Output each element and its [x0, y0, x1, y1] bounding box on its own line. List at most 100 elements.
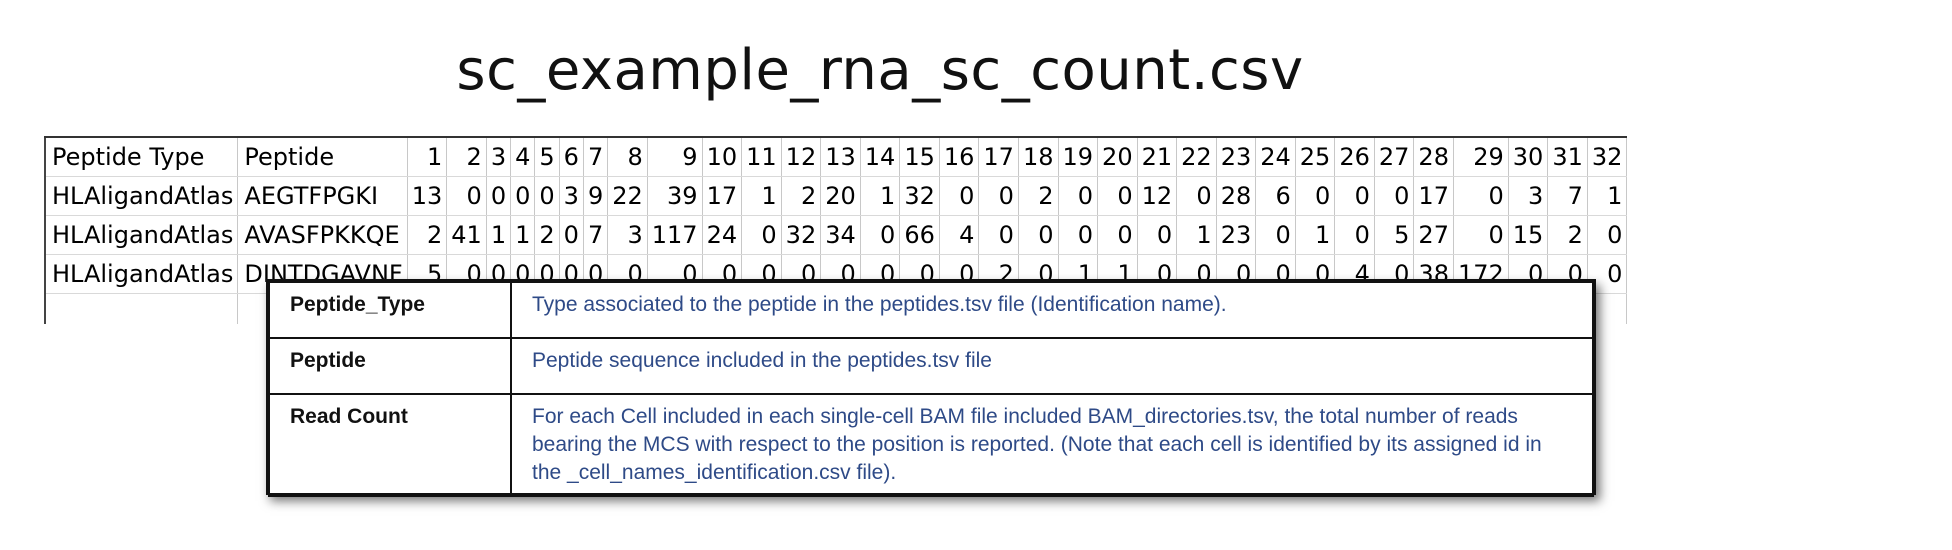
- cell-count[interactable]: 8: [607, 136, 648, 177]
- cell-count[interactable]: 2: [1018, 176, 1059, 216]
- cell-count[interactable]: 7: [583, 215, 609, 255]
- cell-count[interactable]: 28: [1216, 176, 1257, 216]
- cell-count[interactable]: 3: [1508, 176, 1549, 216]
- cell-count[interactable]: 15: [1508, 215, 1549, 255]
- cell-peptide[interactable]: Peptide: [237, 136, 408, 177]
- cell-count[interactable]: 2: [1547, 215, 1588, 255]
- cell-count[interactable]: 22: [1176, 136, 1217, 177]
- cell-count[interactable]: 9: [647, 136, 703, 177]
- cell-count[interactable]: 39: [647, 176, 703, 216]
- cell-count[interactable]: 28: [1413, 136, 1454, 177]
- cell-count[interactable]: 0: [446, 176, 487, 216]
- cell-count[interactable]: 0: [1018, 215, 1059, 255]
- cell-count[interactable]: 1: [486, 215, 512, 255]
- cell-count[interactable]: 0: [978, 215, 1019, 255]
- cell-count[interactable]: 0: [1255, 215, 1296, 255]
- cell-count[interactable]: 117: [647, 215, 703, 255]
- cell-count[interactable]: 5: [1374, 215, 1415, 255]
- cell-count[interactable]: 0: [1097, 176, 1138, 216]
- cell-count[interactable]: 0: [1587, 215, 1628, 255]
- cell-count[interactable]: 22: [607, 176, 648, 216]
- cell-count[interactable]: 0: [1453, 215, 1509, 255]
- cell-count[interactable]: 2: [446, 136, 487, 177]
- cell-count[interactable]: 0: [510, 176, 536, 216]
- cell-count[interactable]: 3: [559, 176, 584, 216]
- cell-count[interactable]: 11: [741, 136, 782, 177]
- cell-count[interactable]: 1: [1587, 176, 1628, 216]
- cell-count[interactable]: 1: [741, 176, 782, 216]
- cell-count[interactable]: 6: [1255, 176, 1296, 216]
- cell-count[interactable]: 12: [1137, 176, 1178, 216]
- cell-count[interactable]: 0: [1374, 176, 1415, 216]
- cell-count[interactable]: 20: [820, 176, 861, 216]
- cell-count[interactable]: 3: [607, 215, 648, 255]
- cell-count[interactable]: 41: [446, 215, 487, 255]
- cell-count[interactable]: 0: [1453, 176, 1509, 216]
- cell-count[interactable]: 0: [978, 176, 1019, 216]
- cell-count[interactable]: 0: [1176, 176, 1217, 216]
- cell-count[interactable]: 0: [486, 176, 512, 216]
- cell-count[interactable]: 13: [407, 176, 448, 216]
- cell-count[interactable]: 0: [1058, 176, 1099, 216]
- cell-count[interactable]: 1: [510, 215, 536, 255]
- cell-count[interactable]: 17: [1413, 176, 1454, 216]
- cell-count[interactable]: 0: [559, 215, 584, 255]
- cell-count[interactable]: 10: [702, 136, 743, 177]
- cell-count[interactable]: 18: [1018, 136, 1059, 177]
- cell-count[interactable]: 1: [860, 176, 901, 216]
- cell-count[interactable]: 2: [407, 215, 448, 255]
- cell-peptide[interactable]: AEGTFPGKI: [237, 176, 408, 216]
- cell-count[interactable]: 0: [939, 176, 980, 216]
- cell-count[interactable]: 24: [1255, 136, 1296, 177]
- cell-peptide-type[interactable]: HLAligandAtlas: [44, 254, 239, 294]
- cell-count[interactable]: 23: [1216, 136, 1257, 177]
- cell-count[interactable]: 25: [1295, 136, 1336, 177]
- cell-count[interactable]: 17: [702, 176, 743, 216]
- cell-count[interactable]: 16: [939, 136, 980, 177]
- cell-count[interactable]: 0: [1334, 176, 1375, 216]
- cell-count[interactable]: 30: [1508, 136, 1549, 177]
- cell-count[interactable]: 0: [860, 215, 901, 255]
- cell-count[interactable]: 15: [899, 136, 940, 177]
- cell-count[interactable]: 24: [702, 215, 743, 255]
- cell-count[interactable]: 7: [583, 136, 609, 177]
- cell-count[interactable]: 32: [781, 215, 822, 255]
- cell-count[interactable]: 29: [1453, 136, 1509, 177]
- cell-count[interactable]: 2: [534, 215, 560, 255]
- cell-count[interactable]: 9: [583, 176, 609, 216]
- cell-count[interactable]: 3: [486, 136, 512, 177]
- cell-count[interactable]: 14: [860, 136, 901, 177]
- cell-count[interactable]: 0: [1334, 215, 1375, 255]
- cell-count[interactable]: 1: [1295, 215, 1336, 255]
- cell-count[interactable]: 32: [1587, 136, 1628, 177]
- cell-count[interactable]: 0: [1295, 176, 1336, 216]
- cell-count[interactable]: 0: [1137, 215, 1178, 255]
- cell-count[interactable]: 20: [1097, 136, 1138, 177]
- cell-count[interactable]: 32: [899, 176, 940, 216]
- cell-count[interactable]: 1: [1176, 215, 1217, 255]
- cell-count[interactable]: 4: [510, 136, 536, 177]
- cell-count[interactable]: 0: [1058, 215, 1099, 255]
- cell-count[interactable]: 23: [1216, 215, 1257, 255]
- cell-count[interactable]: 0: [1097, 215, 1138, 255]
- cell-count[interactable]: 1: [407, 136, 448, 177]
- cell-count[interactable]: 4: [939, 215, 980, 255]
- cell-count[interactable]: 2: [781, 176, 822, 216]
- cell-peptide-type[interactable]: [44, 293, 239, 324]
- cell-count[interactable]: 5: [534, 136, 560, 177]
- cell-count[interactable]: 6: [559, 136, 584, 177]
- cell-count[interactable]: 26: [1334, 136, 1375, 177]
- cell-count[interactable]: 27: [1374, 136, 1415, 177]
- cell-peptide-type[interactable]: Peptide Type: [44, 136, 239, 177]
- cell-count[interactable]: 12: [781, 136, 822, 177]
- cell-count[interactable]: 27: [1413, 215, 1454, 255]
- cell-count[interactable]: 21: [1137, 136, 1178, 177]
- cell-count[interactable]: 19: [1058, 136, 1099, 177]
- cell-peptide-type[interactable]: HLAligandAtlas: [44, 176, 239, 216]
- cell-count[interactable]: 7: [1547, 176, 1588, 216]
- cell-count[interactable]: 0: [741, 215, 782, 255]
- cell-peptide-type[interactable]: HLAligandAtlas: [44, 215, 239, 255]
- cell-count[interactable]: 66: [899, 215, 940, 255]
- cell-count[interactable]: 31: [1547, 136, 1588, 177]
- cell-peptide[interactable]: AVASFPKKQE: [237, 215, 408, 255]
